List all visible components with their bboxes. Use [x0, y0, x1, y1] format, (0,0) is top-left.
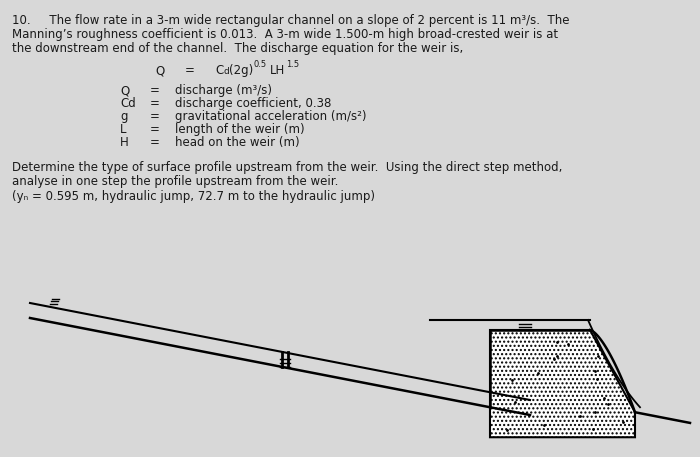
- Text: Q: Q: [155, 64, 164, 77]
- Polygon shape: [490, 330, 635, 437]
- Text: =: =: [150, 84, 160, 97]
- Text: L: L: [120, 123, 127, 136]
- Text: Q: Q: [120, 84, 130, 97]
- Text: 10.     The flow rate in a 3-m wide rectangular channel on a slope of 2 percent : 10. The flow rate in a 3-m wide rectangu…: [12, 14, 570, 27]
- Text: =: =: [150, 136, 160, 149]
- Text: (yₙ = 0.595 m, hydraulic jump, 72.7 m to the hydraulic jump): (yₙ = 0.595 m, hydraulic jump, 72.7 m to…: [12, 190, 375, 203]
- Text: d: d: [223, 67, 229, 76]
- Text: Manning’s roughness coefficient is 0.013.  A 3-m wide 1.500-m high broad-crested: Manning’s roughness coefficient is 0.013…: [12, 28, 558, 41]
- Text: C: C: [215, 64, 223, 77]
- Text: the downstream end of the channel.  The discharge equation for the weir is,: the downstream end of the channel. The d…: [12, 42, 463, 55]
- Text: analyse in one step the profile upstream from the weir.: analyse in one step the profile upstream…: [12, 175, 338, 188]
- Text: =: =: [150, 110, 160, 123]
- Text: gravitational acceleration (m/s²): gravitational acceleration (m/s²): [175, 110, 367, 123]
- Text: length of the weir (m): length of the weir (m): [175, 123, 304, 136]
- Text: Determine the type of surface profile upstream from the weir.  Using the direct : Determine the type of surface profile up…: [12, 161, 562, 174]
- Text: (2g): (2g): [229, 64, 253, 77]
- Text: g: g: [120, 110, 127, 123]
- Text: Cd: Cd: [120, 97, 136, 110]
- Text: =: =: [185, 64, 195, 77]
- Text: head on the weir (m): head on the weir (m): [175, 136, 300, 149]
- Text: 1.5: 1.5: [286, 60, 299, 69]
- Text: =: =: [150, 97, 160, 110]
- Text: H: H: [120, 136, 129, 149]
- Text: 0.5: 0.5: [253, 60, 266, 69]
- Text: discharge (m³/s): discharge (m³/s): [175, 84, 272, 97]
- Text: discharge coefficient, 0.38: discharge coefficient, 0.38: [175, 97, 331, 110]
- Text: =: =: [150, 123, 160, 136]
- Text: LH: LH: [270, 64, 286, 77]
